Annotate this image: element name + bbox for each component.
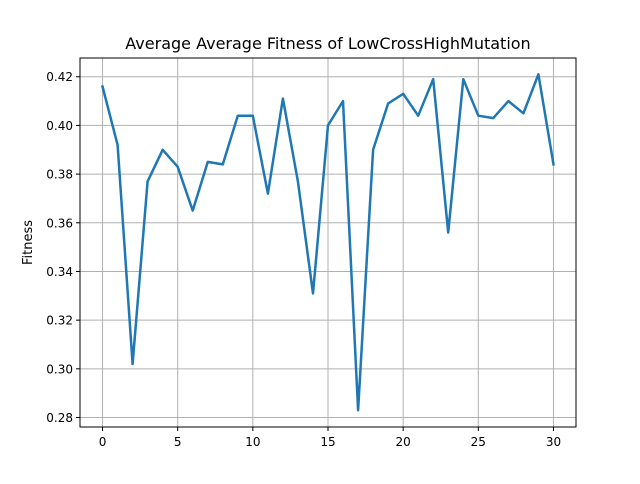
y-tick-label: 0.38	[46, 168, 73, 182]
y-tick-label: 0.40	[46, 119, 73, 133]
y-tick-label: 0.28	[46, 411, 73, 425]
x-tick-label: 10	[245, 435, 260, 449]
y-tick-label: 0.42	[46, 70, 73, 84]
y-tick-label: 0.32	[46, 314, 73, 328]
x-tick-label: 20	[396, 435, 411, 449]
x-axis-ticks: 0 5 10 15 20 25 30	[99, 427, 561, 449]
x-tick-label: 25	[471, 435, 486, 449]
y-tick-label: 0.34	[46, 265, 73, 279]
series-layer	[100, 73, 555, 412]
x-tick-label: 0	[99, 435, 107, 449]
y-axis-ticks: 0.28 0.30 0.32 0.34 0.36 0.38 0.40 0.42	[46, 70, 80, 425]
y-axis-label: Fitness	[21, 220, 36, 265]
x-tick-label: 5	[174, 435, 182, 449]
series-line	[100, 73, 555, 412]
y-tick-label: 0.30	[46, 362, 73, 376]
y-tick-label: 0.36	[46, 216, 73, 230]
chart-title: Average Average Fitness of LowCrossHighM…	[125, 34, 530, 53]
x-tick-label: 15	[320, 435, 335, 449]
x-tick-label: 30	[546, 435, 561, 449]
